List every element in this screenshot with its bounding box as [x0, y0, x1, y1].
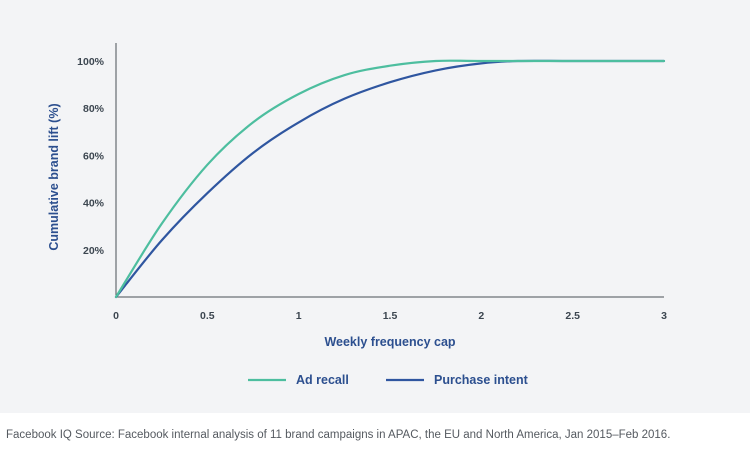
line-chart: 20% 40% 60% 80% 100% 0 0.5 1 1.5 2 2.5 3 Weekly freq… [47, 43, 667, 387]
source-caption: Facebook IQ Source: Facebook internal an… [6, 429, 671, 441]
legend-label-purchase-intent: Purchase intent [434, 373, 529, 387]
series-line-purchase-intent [114, 59, 666, 299]
y-tick-label: 40% [83, 198, 105, 210]
x-tick-label: 3 [661, 310, 667, 322]
y-tick-label: 20% [83, 245, 105, 257]
chart-panel: 20% 40% 60% 80% 100% 0 0.5 1 1.5 2 2.5 3 Weekly freq… [0, 0, 750, 413]
x-tick-label: 2 [478, 310, 484, 322]
y-tick-label: 60% [83, 150, 105, 162]
x-axis-title: Weekly frequency cap [324, 335, 455, 349]
y-axis-title: Cumulative brand lift (%) [47, 103, 61, 250]
y-tick-label: 80% [83, 103, 105, 115]
series-line-ad-recall [114, 59, 666, 299]
x-tick-label: 1.5 [383, 310, 398, 322]
x-tick-label: 2.5 [565, 310, 580, 322]
x-tick-label: 0 [113, 310, 119, 322]
y-tick-label: 100% [77, 56, 105, 68]
x-tick-label: 1 [296, 310, 302, 322]
x-tick-label: 0.5 [200, 310, 215, 322]
legend-label-ad-recall: Ad recall [296, 373, 349, 387]
